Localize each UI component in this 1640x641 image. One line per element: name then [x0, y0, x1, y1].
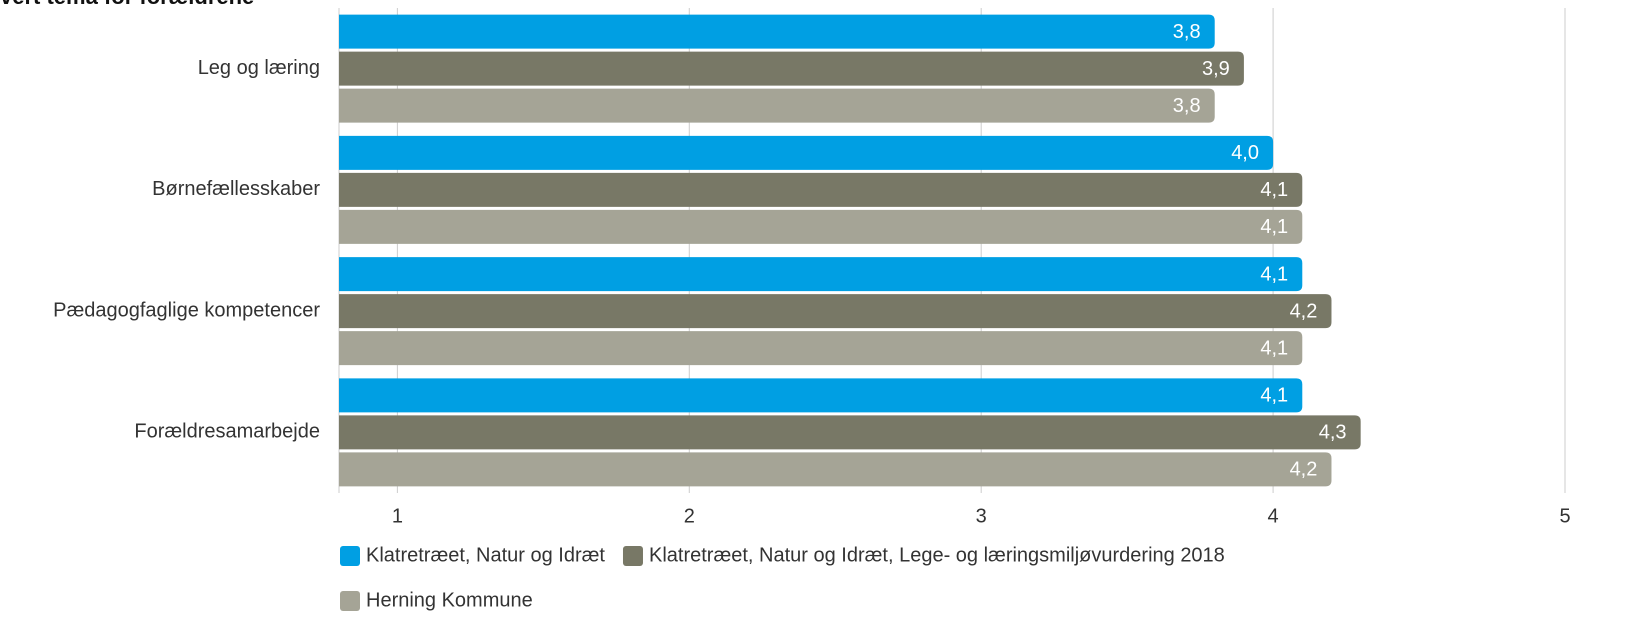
y-tick-label: Pædagogfaglige kompetencer — [53, 299, 320, 321]
x-tick-label: 2 — [684, 505, 695, 527]
data-label: 4,1 — [1260, 337, 1288, 359]
bar — [339, 415, 1361, 450]
bar — [339, 135, 1274, 170]
data-label: 4,2 — [1290, 459, 1318, 481]
bar — [339, 257, 1303, 292]
y-tick-label: Børnefællesskaber — [152, 178, 320, 200]
x-tick-label: 4 — [1268, 505, 1279, 527]
x-tick-label: 5 — [1559, 505, 1570, 527]
bar — [339, 14, 1215, 49]
data-label: 4,2 — [1290, 300, 1318, 322]
bar — [339, 378, 1303, 413]
bar — [339, 209, 1303, 244]
bar — [339, 331, 1303, 366]
y-tick-label: Leg og læring — [198, 57, 320, 79]
bar — [339, 452, 1332, 487]
data-label: 4,1 — [1260, 385, 1288, 407]
bar — [339, 88, 1215, 123]
data-label: 3,8 — [1173, 95, 1201, 117]
data-label: 4,1 — [1260, 179, 1288, 201]
data-label: 4,0 — [1231, 142, 1259, 164]
legend-swatch — [622, 546, 643, 566]
data-label: 4,1 — [1260, 263, 1288, 285]
data-label: 3,8 — [1173, 21, 1201, 43]
legend-label: Herning Kommune — [366, 589, 533, 611]
chart-title: vert tema for forældrene — [0, 0, 254, 9]
bar — [339, 51, 1244, 86]
legend-swatch — [340, 591, 360, 611]
data-label: 4,1 — [1260, 216, 1288, 238]
x-tick-label: 3 — [976, 505, 987, 527]
legend-label: Klatretræet, Natur og Idræt — [366, 544, 605, 566]
data-label: 3,9 — [1202, 58, 1230, 80]
bar — [339, 172, 1303, 207]
y-tick-label: Forældresamarbejde — [134, 421, 320, 443]
x-tick-label: 1 — [392, 505, 403, 527]
legend-label: Klatretræet, Natur og Idræt, Lege- og læ… — [649, 544, 1225, 566]
bar — [339, 294, 1332, 329]
data-label: 4,3 — [1319, 422, 1347, 444]
legend-swatch — [340, 546, 360, 566]
